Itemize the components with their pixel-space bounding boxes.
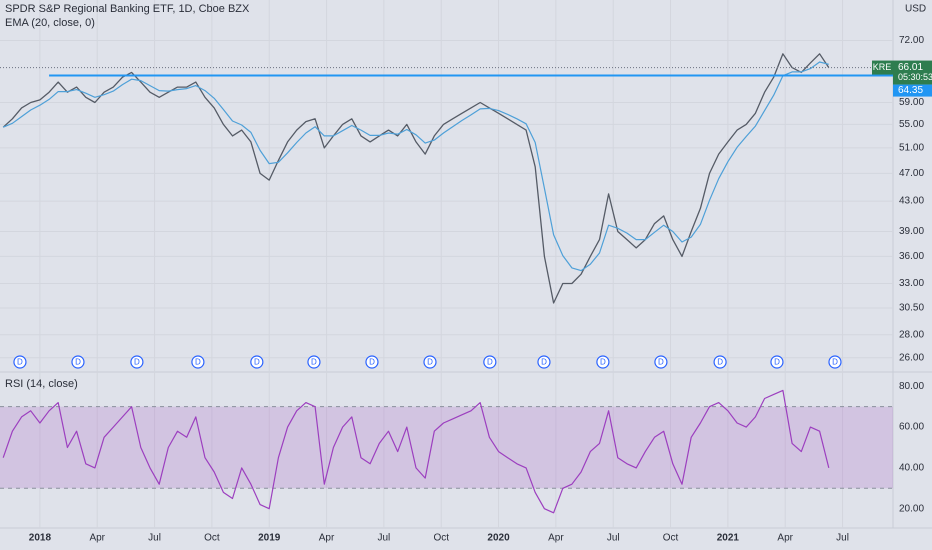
hline-price-box	[893, 84, 932, 97]
x-tick-label: Jul	[607, 533, 620, 544]
series-line	[2, 389, 830, 514]
last-price-symbol-box	[872, 60, 893, 75]
dividend-marker	[307, 355, 321, 369]
dividend-label: D	[134, 358, 140, 367]
dividend-marker	[13, 355, 27, 369]
dividend-marker	[770, 355, 784, 369]
y-tick-label: 72.00	[899, 35, 924, 46]
x-tick-label: 2020	[487, 533, 510, 544]
y-tick-label: 51.00	[899, 143, 924, 154]
labels: 2018 Apr Jul Oct 2019 Apr Jul Oct 2020 Apr Jul Oct 2…	[17, 35, 932, 544]
x-tick-label: Apr	[777, 533, 793, 544]
dividend-label: D	[487, 358, 493, 367]
dividend-marker	[596, 355, 610, 369]
x-tick-label: 2019	[258, 533, 281, 544]
dividend-label: D	[658, 358, 664, 367]
y2-tick-label: 20.00	[899, 503, 924, 514]
dividend-label: D	[75, 358, 81, 367]
x-tick-label: 2021	[717, 533, 740, 544]
y-tick-label: 30.50	[899, 303, 924, 314]
y2-tick-label: 40.00	[899, 463, 924, 474]
dividend-marker	[537, 355, 551, 369]
y-tick-label: 59.00	[899, 97, 924, 108]
marks	[0, 53, 893, 514]
x-tick-label: Jul	[377, 533, 390, 544]
dividend-label: D	[600, 358, 606, 367]
series-line	[2, 61, 829, 272]
dividend-marker	[483, 355, 497, 369]
series-line	[2, 53, 830, 304]
x-tick-label: Oct	[663, 533, 679, 544]
dividend-label: D	[832, 358, 838, 367]
y2-tick-label: 60.00	[899, 422, 924, 433]
dividend-label: D	[369, 358, 375, 367]
countdown: 05:30:53	[898, 72, 932, 82]
x-tick-label: Apr	[89, 533, 105, 544]
y-tick-label: 36.00	[899, 251, 924, 262]
dividend-label: D	[541, 358, 547, 367]
dividend-label: D	[427, 358, 433, 367]
dividend-marker	[654, 355, 668, 369]
last-price-box	[893, 60, 932, 85]
dividend-marker	[130, 355, 144, 369]
dividend-label: D	[254, 358, 260, 367]
dividend-marker	[423, 355, 437, 369]
y-tick-label: 33.00	[899, 278, 924, 289]
x-tick-label: Apr	[319, 533, 335, 544]
last-price-label: 66.01	[898, 62, 923, 73]
ema-legend: EMA (20, close, 0)	[5, 17, 95, 29]
grid	[0, 0, 893, 528]
dividend-label: D	[17, 358, 23, 367]
last-price-symbol: KRE	[873, 62, 892, 72]
y-tick-label: 55.00	[899, 119, 924, 130]
y-tick-label: 43.00	[899, 196, 924, 207]
y2-tick-label: 80.00	[899, 381, 924, 392]
y-tick-label: 47.00	[899, 168, 924, 179]
y-tick-label: 28.00	[899, 329, 924, 340]
hline-price-label: 64.35	[898, 85, 923, 96]
dividend-label: D	[774, 358, 780, 367]
dividend-marker	[250, 355, 264, 369]
y-tick-label: 39.00	[899, 226, 924, 237]
dividend-marker	[191, 355, 205, 369]
y-tick-label: 26.00	[899, 352, 924, 363]
x-tick-label: Jul	[836, 533, 849, 544]
x-tick-label: Oct	[433, 533, 449, 544]
dividend-label: D	[717, 358, 723, 367]
dividend-marker	[71, 355, 85, 369]
chart-title: SPDR S&P Regional Banking ETF, 1D, Cboe …	[5, 3, 250, 15]
dividend-marker	[713, 355, 727, 369]
x-tick-label: Apr	[548, 533, 564, 544]
x-tick-label: Oct	[204, 533, 220, 544]
rsi-legend: RSI (14, close)	[5, 378, 78, 390]
currency: USD	[905, 4, 926, 15]
dividend-marker	[365, 355, 379, 369]
rsi-band	[0, 406, 893, 489]
dividend-marker	[828, 355, 842, 369]
dividend-label: D	[311, 358, 317, 367]
x-tick-label: Jul	[148, 533, 161, 544]
dividend-label: D	[195, 358, 201, 367]
x-tick-label: 2018	[29, 533, 52, 544]
